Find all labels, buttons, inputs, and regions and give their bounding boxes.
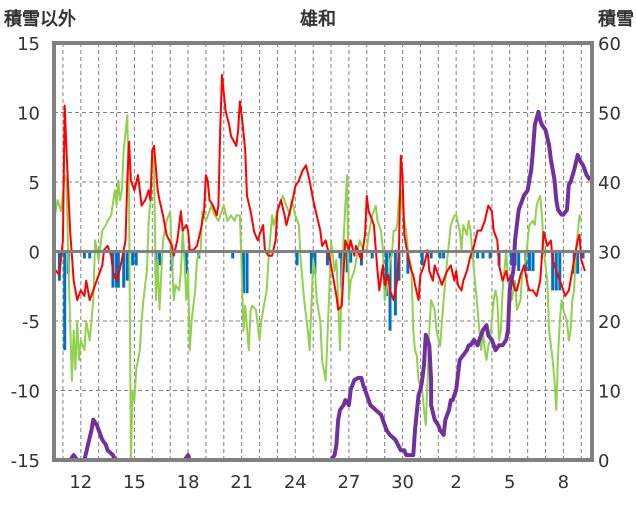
chart-title: 雄和 xyxy=(299,8,336,30)
x-tick-label: 8 xyxy=(558,472,569,493)
precip-bar xyxy=(393,251,397,316)
left-tick-label: 0 xyxy=(29,243,40,264)
x-tick-label: 18 xyxy=(177,472,200,493)
precip-bar xyxy=(122,251,126,288)
precip-bar xyxy=(558,251,562,291)
precip-bar xyxy=(325,251,329,266)
precip-bar xyxy=(115,251,119,288)
precip-bar xyxy=(510,251,514,266)
precip-bar xyxy=(581,251,585,259)
precip-bar xyxy=(82,251,86,259)
precip-bar xyxy=(157,251,161,266)
red-series-line xyxy=(53,74,586,311)
precip-bar xyxy=(384,251,388,296)
precip-bar xyxy=(184,251,188,274)
right-tick-label: 40 xyxy=(598,173,621,194)
left-tick-label: 5 xyxy=(29,173,40,194)
precip-bar xyxy=(406,251,410,274)
precip-bar xyxy=(313,251,317,274)
precip-bar xyxy=(116,251,120,288)
precip-bar xyxy=(370,251,374,259)
plot-border xyxy=(52,41,594,462)
x-tick-label: 5 xyxy=(504,472,515,493)
right-axis-label: 積雪 xyxy=(597,8,634,30)
precip-bar xyxy=(527,251,531,271)
right-tick-label: 0 xyxy=(598,451,609,472)
precip-bar xyxy=(576,251,580,274)
precip-bar xyxy=(131,251,135,266)
precip-bar xyxy=(420,251,424,266)
left-tick-label: -5 xyxy=(22,312,40,333)
x-tick-label: 30 xyxy=(391,472,414,493)
precip-bar xyxy=(338,251,342,259)
precip-bar xyxy=(245,251,249,294)
precip-bar xyxy=(438,251,442,259)
left-tick-label: -15 xyxy=(11,451,40,472)
precip-bar xyxy=(88,251,92,259)
precip-bar xyxy=(134,251,138,266)
right-tick-label: 10 xyxy=(598,382,621,403)
precip-bar xyxy=(63,251,67,351)
x-tick-label: 24 xyxy=(284,472,307,493)
x-tick-label: 2 xyxy=(450,472,461,493)
precip-bar xyxy=(551,251,555,291)
left-tick-label: 15 xyxy=(17,34,40,55)
right-tick-label: 20 xyxy=(598,312,621,333)
precip-bar xyxy=(429,251,433,259)
axes xyxy=(52,41,594,462)
precip-bar xyxy=(309,251,313,274)
right-tick-label: 30 xyxy=(598,243,621,264)
left-axis-label: 積雪以外 xyxy=(3,8,76,30)
precip-bar xyxy=(345,251,349,273)
x-tick-label: 12 xyxy=(69,472,92,493)
grid xyxy=(54,43,592,460)
precip-bar xyxy=(488,251,492,259)
precip-bar xyxy=(295,251,299,266)
precip-bar xyxy=(517,251,521,271)
right-tick-label: 60 xyxy=(598,34,621,55)
x-tick-label: 27 xyxy=(337,472,360,493)
precip-bar xyxy=(481,251,485,259)
precip-bar xyxy=(397,251,401,281)
precip-bar xyxy=(442,251,446,259)
green-series-line xyxy=(53,114,583,461)
left-tick-label: -10 xyxy=(11,382,40,403)
x-tick-label: 15 xyxy=(123,472,146,493)
right-tick-label: 50 xyxy=(598,104,621,125)
precip-bar xyxy=(241,251,245,294)
precip-bar xyxy=(231,251,235,259)
precip-bar xyxy=(125,251,129,281)
precip-bar xyxy=(349,251,353,263)
precip-bar xyxy=(531,251,535,271)
x-tick-label: 21 xyxy=(230,472,253,493)
left-tick-label: 10 xyxy=(17,104,40,125)
precip-bar xyxy=(476,251,480,259)
